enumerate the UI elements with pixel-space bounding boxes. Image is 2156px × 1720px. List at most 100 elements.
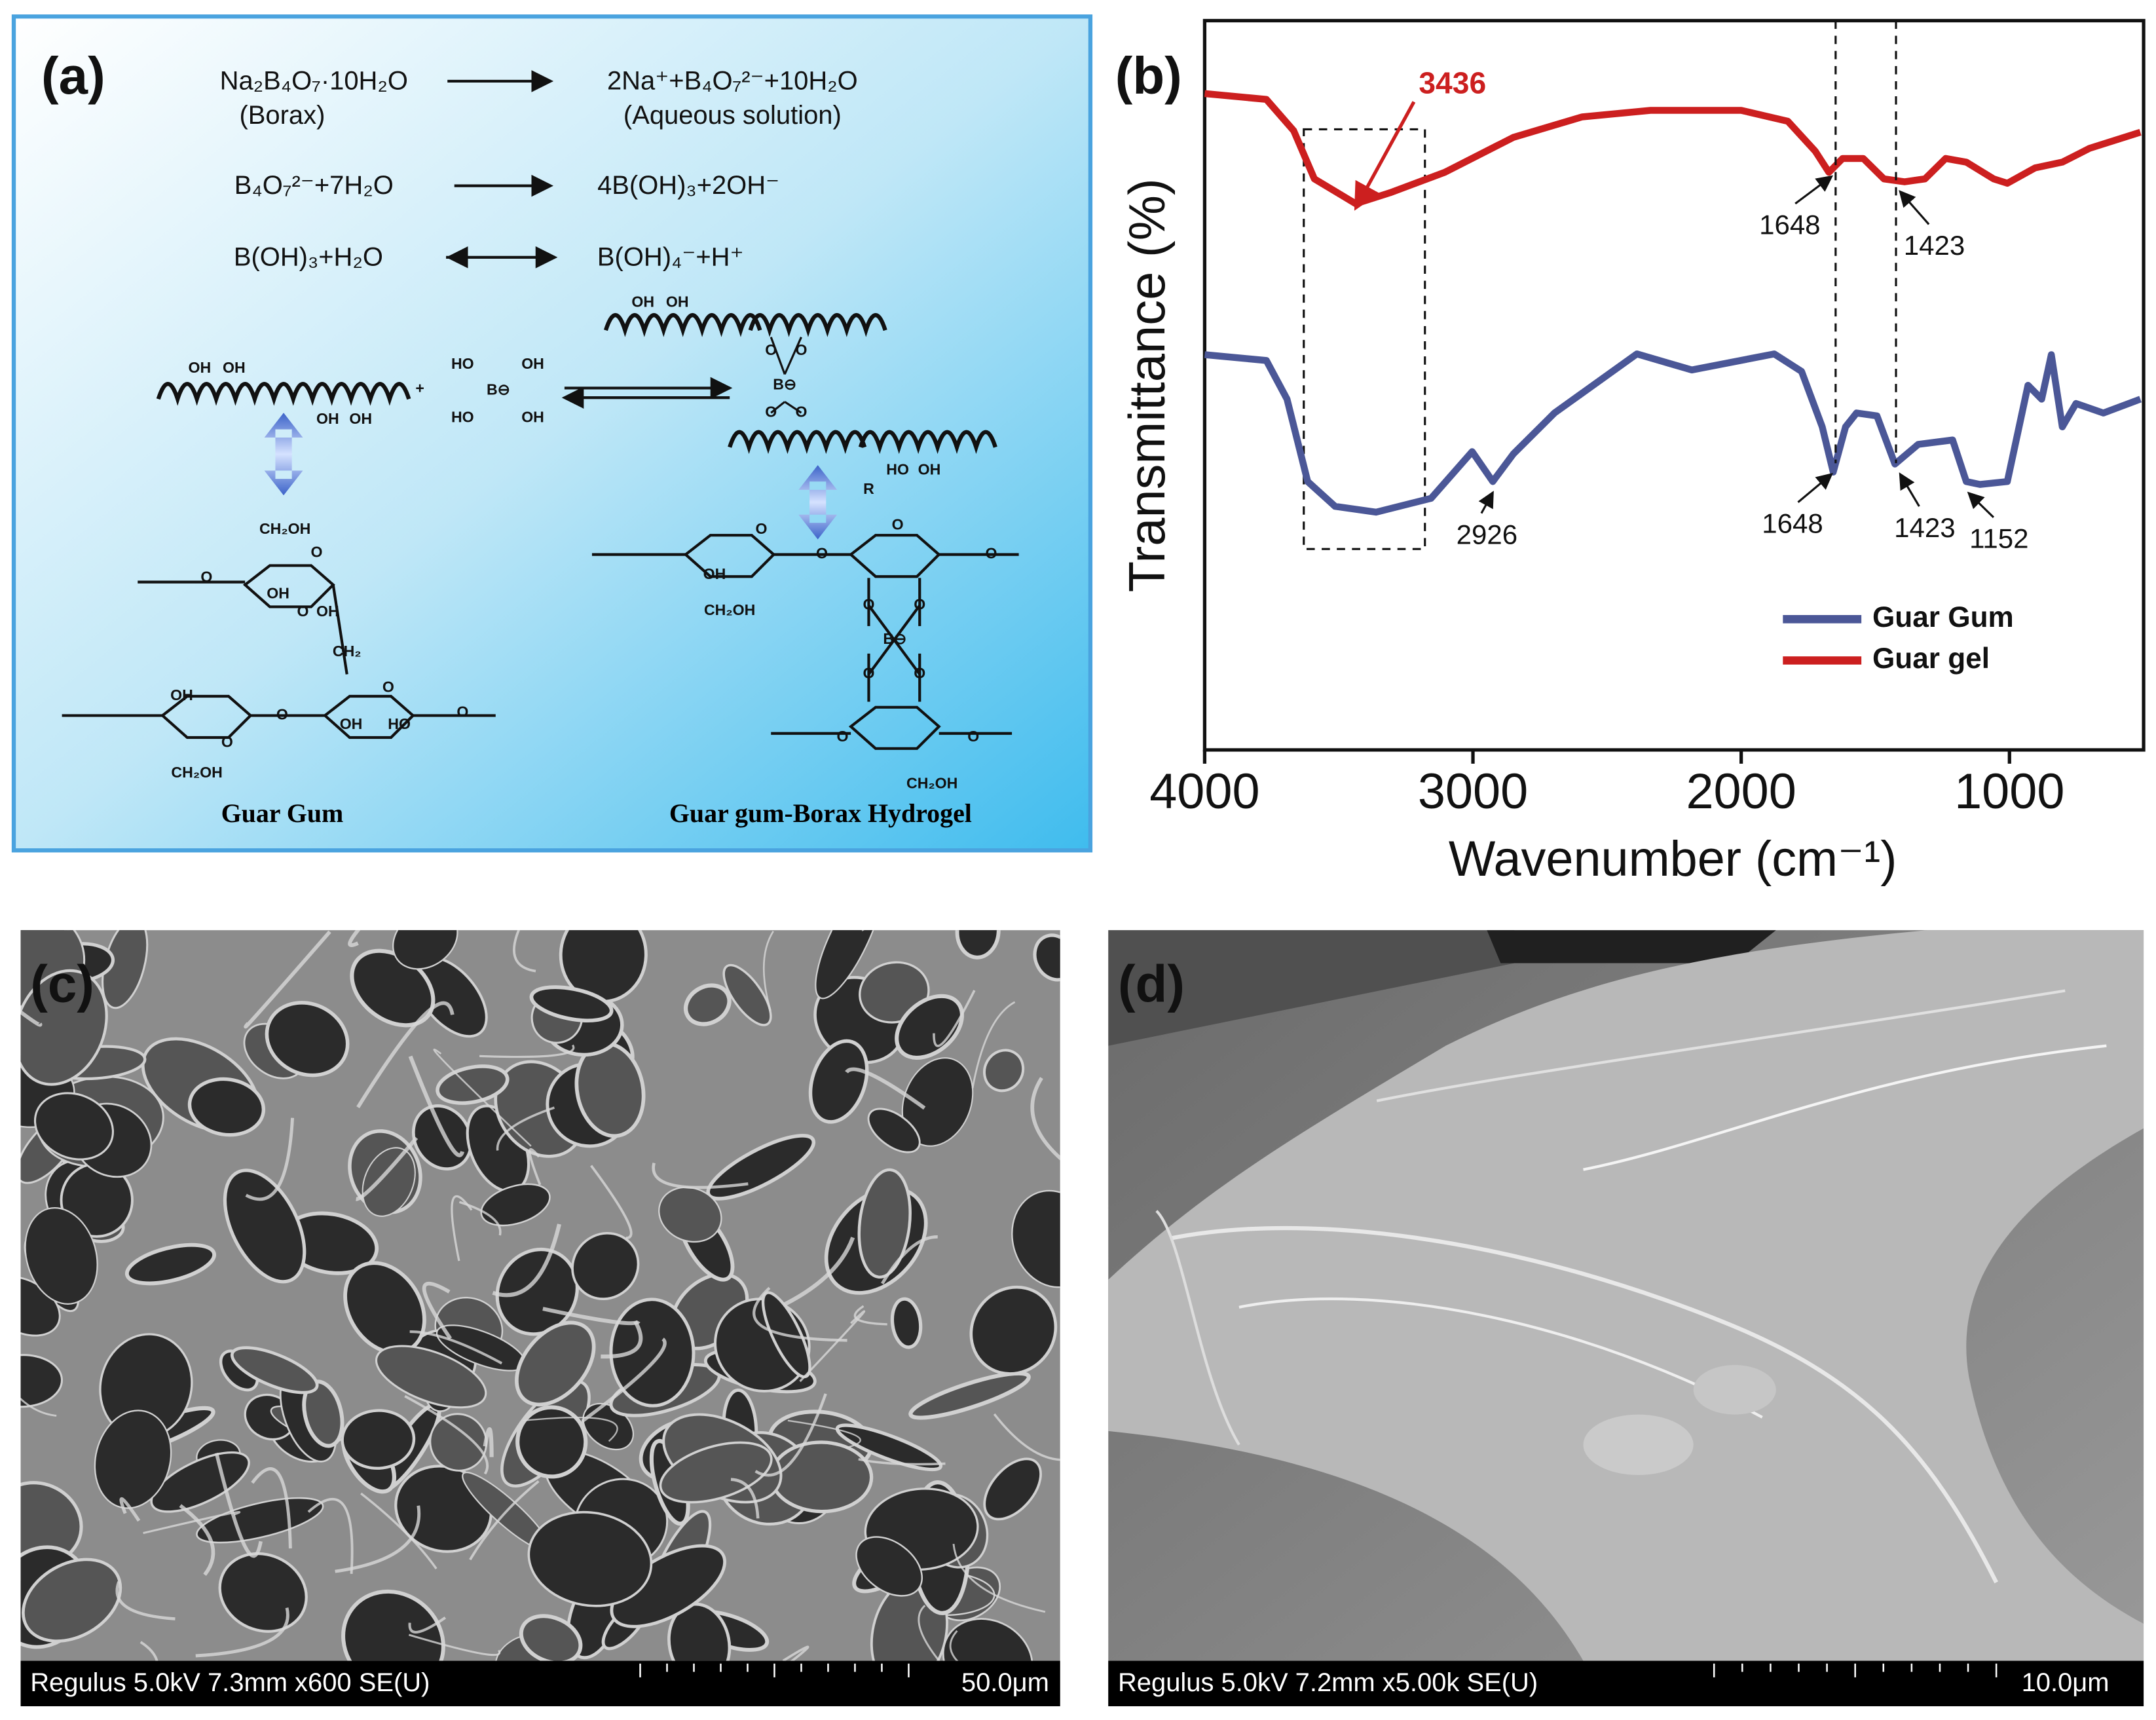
atom-label: +	[415, 380, 424, 397]
series-line	[1204, 350, 2142, 516]
fiber	[787, 1419, 861, 1449]
atom-label: HO	[886, 461, 909, 478]
annotation-label: 1648	[1762, 508, 1823, 539]
panel-a: (a) Na₂B₄O₇·10H₂O (Borax) 2Na⁺+B₄O₇²⁻+10…	[11, 14, 1093, 853]
annotation-label: 1423	[1894, 512, 1955, 543]
pore	[901, 1057, 974, 1147]
fiber	[20, 1397, 57, 1417]
x-tick-label: 2000	[1686, 764, 1796, 819]
pore	[341, 1589, 445, 1661]
pore	[808, 1039, 869, 1124]
fiber	[139, 1641, 158, 1661]
panel-label: (d)	[1118, 954, 1185, 1013]
fiber	[119, 1497, 141, 1522]
pore	[1011, 1189, 1060, 1288]
pore	[571, 1231, 640, 1300]
pore	[20, 1354, 64, 1408]
fiber	[469, 1480, 540, 1561]
atom-label: OH	[703, 565, 726, 582]
pore	[835, 1423, 943, 1472]
atom-label: HO	[388, 715, 411, 732]
pore	[982, 1049, 1025, 1093]
annotation-label: 1648	[1759, 210, 1820, 240]
pore	[362, 1147, 416, 1217]
pore	[895, 994, 964, 1060]
fiber	[1030, 1077, 1060, 1161]
pore	[515, 1320, 596, 1407]
fiber	[348, 930, 361, 947]
annotation-label: 1423	[1904, 230, 1965, 261]
fiber	[404, 1394, 489, 1475]
annotation-arrow	[1899, 472, 1920, 507]
fiber	[853, 1305, 887, 1326]
fiber	[20, 1009, 43, 1027]
fiber	[523, 1416, 618, 1442]
annotation-arrow	[1794, 175, 1834, 205]
atom-label: CH₂OH	[259, 520, 310, 537]
pore	[684, 983, 732, 1026]
pore	[942, 1618, 1033, 1661]
polymer-chain	[728, 430, 867, 455]
fiber	[245, 1117, 295, 1201]
pore	[375, 1345, 487, 1409]
atom-label: O	[456, 703, 468, 720]
fiber	[307, 1497, 354, 1575]
atom-label: O	[837, 728, 849, 745]
pore	[529, 985, 614, 1022]
panel-label: (b)	[1115, 47, 1182, 105]
fiber	[214, 1452, 263, 1558]
pore	[658, 1186, 722, 1243]
fiber	[251, 1467, 292, 1549]
fiber	[115, 1581, 176, 1620]
atom-label: HO	[451, 409, 474, 426]
pore	[265, 1001, 350, 1077]
atom-label: O	[276, 706, 288, 723]
fiber	[933, 990, 976, 1047]
pore	[223, 1168, 307, 1284]
annotation-label: 1152	[1969, 523, 2028, 554]
atom-label: O	[200, 568, 212, 585]
pore	[519, 1614, 583, 1661]
fiber	[422, 1281, 453, 1340]
pore	[610, 1544, 726, 1628]
pore	[857, 1168, 912, 1279]
atom-label: OH	[666, 293, 689, 310]
atom-label: O	[795, 403, 807, 420]
panel-b: (b) Wavenumber (cm⁻¹) Transmittance (%) …	[1115, 18, 2146, 887]
equation-note: (Aqueous solution)	[623, 101, 842, 130]
atom-label: OH	[316, 603, 339, 620]
equation-right: 4B(OH)₃+2OH⁻	[597, 171, 779, 200]
atom-label: O	[221, 734, 233, 751]
legend-label: Guar gel	[1872, 643, 1990, 675]
fiber	[433, 1048, 532, 1147]
panel-d: Regulus 5.0kV 7.2mm x5.00k SE(U) 10.0μm …	[1108, 930, 2144, 1706]
panel-label: (a)	[41, 47, 105, 105]
fiber	[356, 1001, 455, 1108]
atom-label: B⊖	[883, 630, 906, 647]
atom-label: O	[863, 595, 874, 612]
atom-label: R	[863, 480, 874, 497]
bond	[770, 337, 786, 375]
pore	[230, 1346, 319, 1394]
fiber	[360, 1492, 437, 1570]
structure-name: Guar Gum	[221, 798, 344, 828]
atom-label: O	[382, 679, 394, 696]
polymer-chain	[858, 430, 997, 455]
fiber	[409, 1330, 503, 1365]
highlight-box	[1303, 128, 1426, 550]
atom-label: O	[311, 544, 323, 561]
atom-label: O	[986, 545, 997, 562]
x-tick-label: 3000	[1418, 764, 1528, 819]
fiber	[542, 1307, 641, 1326]
annotation-arrow	[1967, 491, 1995, 519]
atom-label: O	[967, 728, 979, 745]
atom-label: O	[765, 341, 777, 358]
fiber	[408, 1055, 465, 1157]
equation-right: B(OH)₄⁻+H⁺	[597, 243, 744, 272]
fiber	[451, 1195, 473, 1262]
atom-label: CH₂OH	[906, 775, 957, 792]
plot-frame	[1202, 18, 2146, 752]
caption: Regulus 5.0kV 7.3mm x600 SE(U)	[30, 1668, 430, 1697]
scale-bar	[1713, 1663, 1998, 1677]
equation-right: 2Na⁺+B₄O₇²⁻+10H₂O	[607, 67, 858, 96]
